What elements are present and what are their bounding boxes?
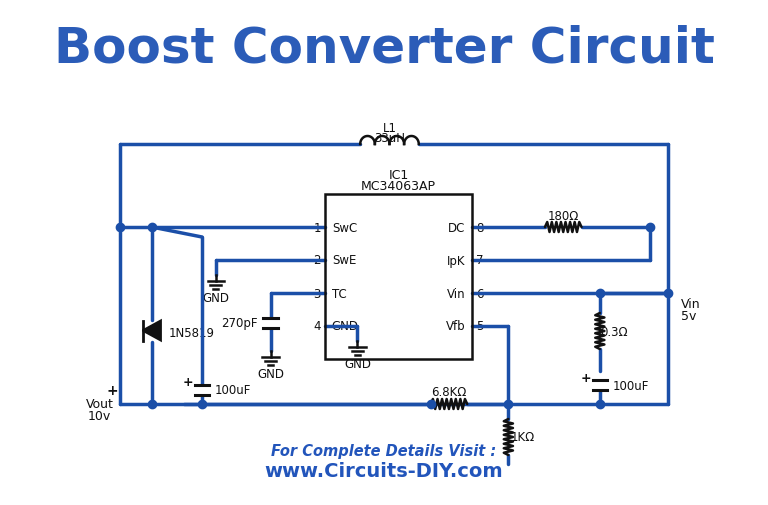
Text: L1: L1 — [382, 121, 396, 134]
Text: Vout: Vout — [86, 398, 114, 411]
Text: SwC: SwC — [332, 221, 357, 234]
Text: Vin: Vin — [681, 297, 701, 310]
Text: www.Circuits-DIY.com: www.Circuits-DIY.com — [265, 462, 503, 481]
Text: SwE: SwE — [332, 254, 356, 267]
Text: GND: GND — [202, 291, 229, 304]
Text: 2: 2 — [313, 254, 321, 267]
Text: For Complete Details Visit :: For Complete Details Visit : — [271, 443, 497, 459]
Text: 4: 4 — [313, 320, 321, 333]
Text: 0.3Ω: 0.3Ω — [601, 325, 628, 338]
Text: GND: GND — [332, 320, 359, 333]
Text: 6.8KΩ: 6.8KΩ — [432, 386, 467, 399]
Text: IpK: IpK — [447, 254, 465, 267]
Text: 10v: 10v — [88, 410, 111, 423]
Text: 1KΩ: 1KΩ — [511, 431, 535, 443]
Text: TC: TC — [332, 287, 346, 300]
Text: 5v: 5v — [681, 309, 697, 322]
Text: 1: 1 — [313, 221, 321, 234]
Text: +: + — [107, 383, 118, 397]
Text: DC: DC — [448, 221, 465, 234]
Text: GND: GND — [257, 367, 284, 380]
Text: 7: 7 — [476, 254, 484, 267]
Bar — [326, 194, 472, 359]
Text: 6: 6 — [476, 287, 484, 300]
Text: +: + — [183, 376, 194, 389]
Text: 5: 5 — [476, 320, 484, 333]
Text: 180Ω: 180Ω — [548, 209, 579, 222]
Text: +: + — [581, 371, 591, 384]
Text: Boost Converter Circuit: Boost Converter Circuit — [54, 24, 714, 72]
Text: Vfb: Vfb — [445, 320, 465, 333]
Text: 270pF: 270pF — [221, 317, 258, 330]
Text: IC1: IC1 — [389, 168, 409, 181]
Text: Vin: Vin — [447, 287, 465, 300]
Text: 100uF: 100uF — [613, 379, 649, 392]
Text: 8: 8 — [476, 221, 484, 234]
Text: 33uH: 33uH — [374, 131, 405, 144]
Text: 1N5819: 1N5819 — [168, 326, 214, 339]
Text: MC34063AP: MC34063AP — [361, 179, 436, 192]
Polygon shape — [143, 321, 161, 341]
Text: 3: 3 — [313, 287, 321, 300]
Text: 100uF: 100uF — [215, 384, 251, 397]
Text: GND: GND — [344, 357, 371, 370]
